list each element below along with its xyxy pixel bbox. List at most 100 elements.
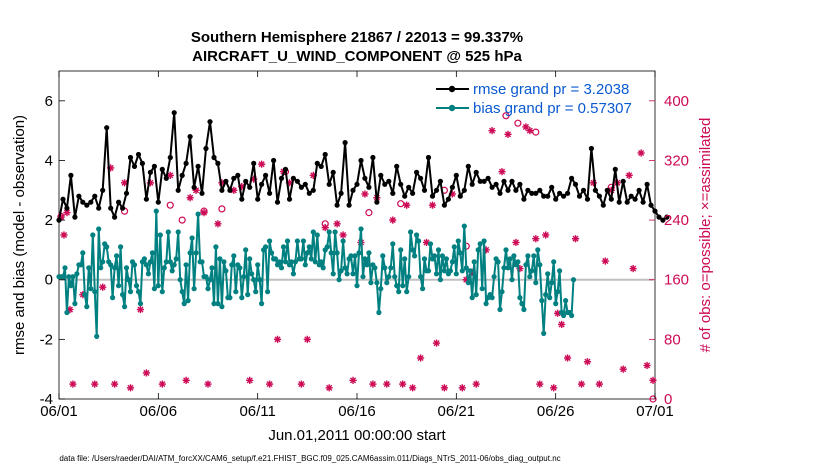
rmse-point: [537, 187, 543, 193]
rmse-point: [60, 196, 66, 202]
bias-point: [509, 277, 515, 283]
bias-point: [523, 262, 529, 268]
bias-point: [495, 259, 501, 265]
obs-assimilated-marker: [432, 339, 441, 347]
bias-point: [406, 274, 412, 280]
bias-point: [418, 274, 424, 280]
rmse-point: [553, 196, 559, 202]
rmse-point: [147, 169, 153, 175]
rmse-point: [441, 202, 447, 208]
bias-point: [255, 262, 261, 268]
x-axis-label: Jun.01,2011 00:00:00 start: [268, 427, 446, 444]
rmse-point: [569, 175, 575, 181]
y-tick-label: -4: [40, 391, 53, 408]
rmse-point: [92, 193, 98, 199]
rmse-point: [108, 205, 114, 211]
bias-point: [243, 247, 249, 253]
bias-point: [211, 301, 217, 307]
rmse-point: [155, 199, 161, 205]
bias-point: [207, 277, 213, 283]
bias-point: [507, 256, 513, 262]
x-tick-label: 06/01: [40, 403, 78, 420]
plot-frame: [58, 70, 656, 400]
bias-point: [294, 238, 300, 244]
bias-point: [425, 268, 432, 274]
rmse-point: [64, 205, 70, 211]
rmse-point: [382, 181, 388, 187]
rmse-point: [350, 187, 356, 193]
rmse-point: [298, 184, 304, 190]
bias-point: [398, 247, 404, 253]
rmse-point: [386, 178, 392, 184]
rmse-point: [445, 196, 451, 202]
y2-tick-label: 240: [664, 212, 689, 229]
rmse-point: [616, 199, 622, 205]
bias-point: [267, 238, 273, 244]
bias-point: [108, 262, 114, 268]
bias-point: [453, 271, 459, 277]
obs-assimilated-marker: [589, 179, 598, 187]
bias-point: [191, 286, 197, 292]
bias-point: [74, 271, 80, 277]
bias-point: [253, 289, 259, 295]
bias-point: [177, 277, 183, 283]
rmse-point: [366, 184, 372, 190]
y2-tick-label: 80: [664, 331, 681, 348]
bias-point: [421, 256, 428, 262]
rmse-point: [473, 169, 479, 175]
bias-point: [433, 271, 440, 277]
bias-point: [175, 229, 181, 235]
y-tick-label: 4: [45, 152, 53, 169]
y2-tick-label: 320: [664, 152, 689, 169]
obs-assimilated-marker: [258, 160, 266, 168]
bias-point: [557, 268, 563, 274]
obs-possible-marker: [607, 183, 615, 191]
bias-point: [443, 256, 449, 262]
rmse-point: [247, 184, 253, 190]
obs-assimilated-marker: [595, 380, 603, 388]
bias-point: [92, 289, 98, 295]
rmse-point: [437, 178, 443, 184]
obs-assimilated-marker: [416, 354, 425, 362]
bias-point: [137, 301, 144, 307]
bias-point: [570, 277, 577, 283]
rmse-point: [76, 193, 82, 199]
bias-point: [205, 286, 211, 292]
obs-assimilated-marker: [361, 190, 369, 198]
obs-assimilated-marker: [504, 130, 512, 138]
bias-point: [284, 238, 291, 244]
bias-point: [223, 268, 229, 274]
rmse-point: [199, 190, 205, 196]
bias-point: [400, 283, 406, 289]
rmse-point: [127, 154, 134, 161]
rmse-point: [171, 110, 177, 116]
bias-point: [300, 238, 306, 244]
bias-point: [131, 262, 138, 268]
bias-point: [463, 265, 469, 271]
bias-point: [320, 265, 326, 271]
bias-point: [125, 277, 132, 283]
obs-assimilated-marker: [111, 380, 119, 388]
rmse-point: [501, 178, 507, 184]
rmse-point: [469, 181, 475, 187]
rmse-point: [251, 160, 257, 166]
rmse-point: [143, 196, 149, 202]
bias-point: [459, 268, 465, 274]
obs-possible-marker: [365, 209, 373, 217]
bias-point: [412, 253, 418, 259]
obs-assimilated-marker: [383, 380, 391, 388]
bias-point: [122, 304, 128, 310]
bias-point: [420, 286, 426, 292]
bias-point: [116, 283, 122, 289]
obs-possible-marker: [178, 216, 186, 224]
rmse-point: [271, 157, 277, 164]
bias-point: [414, 232, 420, 238]
rmse-point: [167, 154, 173, 161]
bias-point: [324, 244, 330, 250]
rmse-point: [163, 175, 169, 181]
bias-point: [483, 301, 489, 307]
rmse-point: [259, 181, 265, 187]
rmse-point: [378, 172, 384, 178]
obs-assimilated-marker: [643, 361, 651, 370]
bias-point: [171, 262, 177, 268]
